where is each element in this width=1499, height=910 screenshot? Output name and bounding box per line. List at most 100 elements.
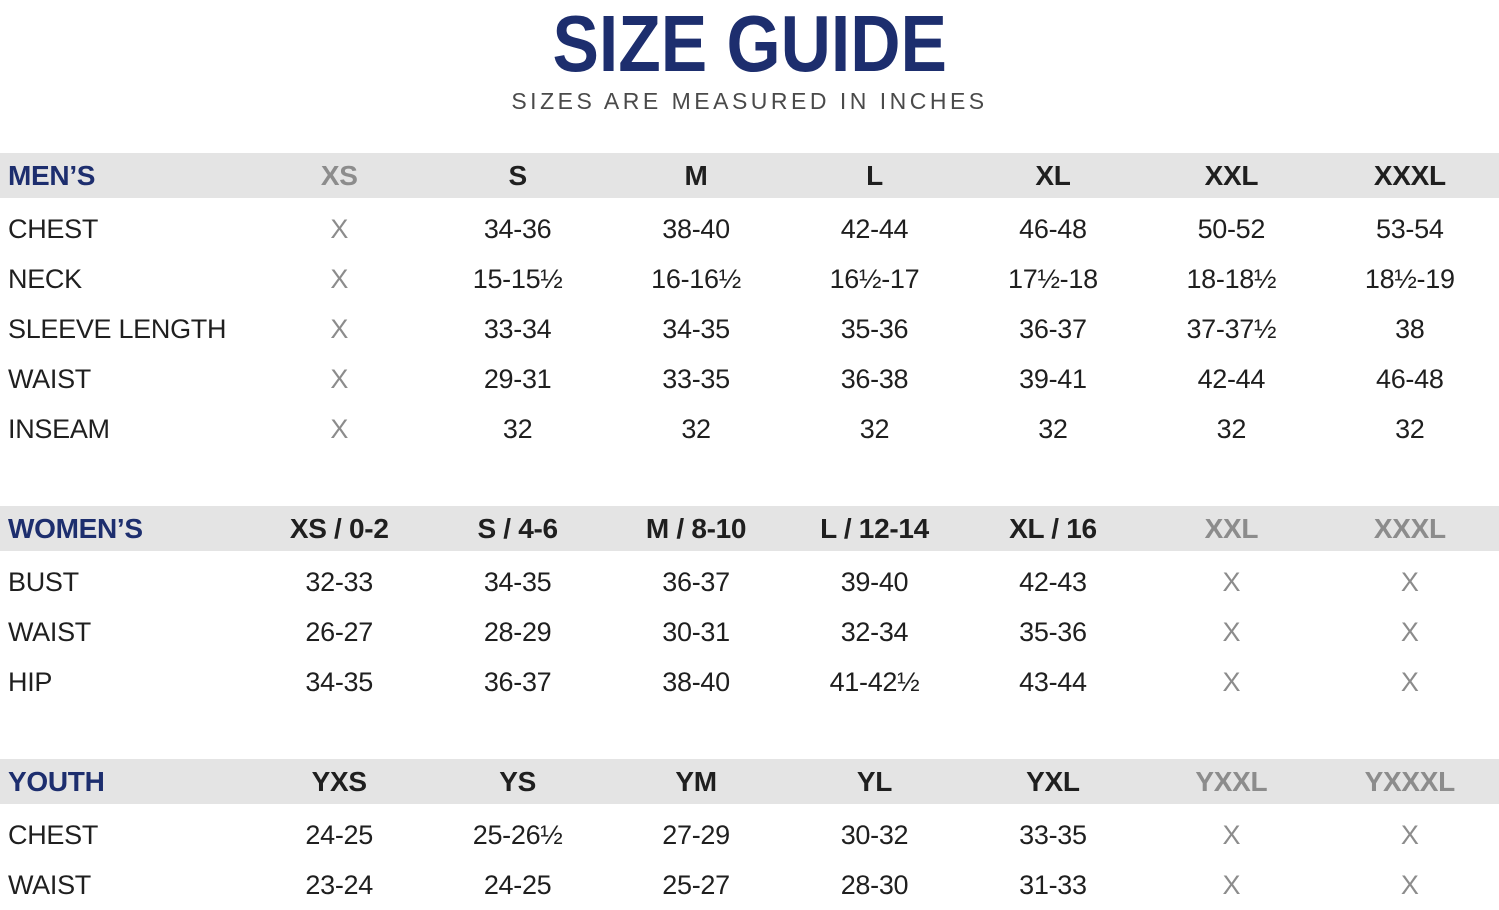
column-header: YL (856, 765, 893, 797)
page-header: SIZE GUIDE SIZES ARE MEASURED IN INCHES (0, 0, 1499, 115)
cell-value: X (330, 263, 349, 294)
cell-value: 33-35 (1019, 819, 1087, 850)
cell-value: 32 (1216, 413, 1247, 444)
row-label: BUST (8, 566, 79, 597)
column-header: YXXL (1195, 765, 1268, 797)
cell-value: 43-44 (1019, 666, 1087, 697)
cell-value: 16-16½ (651, 263, 741, 294)
section-title: YOUTH (8, 765, 105, 797)
column-header: XXXL (1373, 159, 1446, 191)
table-row: WAIST 26-27 28-29 30-31 32-34 35-36 X X (0, 607, 1499, 657)
cell-value: 32 (681, 413, 711, 444)
cell-value: 30-31 (662, 616, 730, 647)
cell-value: 36-37 (1019, 313, 1087, 344)
column-header: XS (320, 159, 358, 191)
cell-value: 32-34 (840, 616, 909, 647)
size-table-women-s: WOMEN’S XS / 0-2 S / 4-6 M / 8-10 L / 12-14 X… (0, 506, 1499, 707)
column-header: XXL (1204, 159, 1259, 191)
cell-value: 39-41 (1019, 363, 1087, 394)
column-header: S / 4-6 (477, 512, 558, 544)
table-row: NECK X 15-15½ 16-16½ 16½-17 17½-18 18-18½ 18½-1… (0, 254, 1499, 304)
cell-value: 32 (859, 413, 890, 444)
page-subtitle: SIZES ARE MEASURED IN INCHES (511, 88, 988, 114)
table-row: CHEST X 34-36 38-40 42-44 46-48 50-52 53-54 (0, 204, 1499, 254)
cell-value: 39-40 (840, 566, 909, 597)
table-header-row: WOMEN’S XS / 0-2 S / 4-6 M / 8-10 L / 12-14 X… (0, 506, 1499, 551)
cell-value: 37-37½ (1186, 313, 1277, 344)
cell-value: 15-15½ (472, 263, 563, 294)
section-title: MEN’S (8, 159, 96, 191)
column-header: YXXXL (1364, 765, 1456, 797)
row-label: WAIST (8, 363, 91, 394)
cell-value: 50-52 (1197, 213, 1266, 244)
cell-value: 46-48 (1376, 363, 1444, 394)
cell-value: 34-35 (483, 566, 552, 597)
cell-value: 28-29 (483, 616, 552, 647)
row-label: WAIST (8, 869, 91, 900)
cell-value: 32 (502, 413, 533, 444)
column-header: M (684, 159, 708, 191)
table-row: INSEAM X 32 32 32 32 32 32 (0, 404, 1499, 454)
column-header: XXXL (1373, 512, 1446, 544)
column-header: XL (1035, 159, 1071, 191)
cell-value: 27-29 (662, 819, 730, 850)
cell-value: 33-34 (483, 313, 552, 344)
row-label: INSEAM (8, 413, 110, 444)
size-tables: MEN’S XS S M L XL XXL XXXL CHEST X 34-36 38-40 42-44… (0, 153, 1499, 910)
cell-value: 36-37 (662, 566, 730, 597)
cell-value: X (330, 363, 349, 394)
column-header: L / 12-14 (820, 512, 929, 544)
cell-value: X (1400, 566, 1419, 597)
cell-value: 34-35 (305, 666, 373, 697)
cell-value: X (1400, 616, 1419, 647)
cell-value: 26-27 (305, 616, 373, 647)
cell-value: 31-33 (1019, 869, 1087, 900)
cell-value: 32 (1395, 413, 1425, 444)
cell-value: 42-44 (1197, 363, 1266, 394)
cell-value: X (1222, 869, 1241, 900)
row-label: SLEEVE LENGTH (8, 313, 227, 344)
cell-value: 34-35 (662, 313, 730, 344)
cell-value: X (1400, 819, 1419, 850)
cell-value: 42-44 (840, 213, 909, 244)
cell-value: 46-48 (1019, 213, 1087, 244)
column-header: XL / 16 (1009, 512, 1097, 544)
cell-value: 34-36 (483, 213, 552, 244)
table-row: HIP 34-35 36-37 38-40 41-42½ 43-44 X X (0, 657, 1499, 707)
cell-value: 24-25 (483, 869, 552, 900)
cell-value: 32-33 (305, 566, 373, 597)
cell-value: 35-36 (1019, 616, 1087, 647)
cell-value: 25-27 (662, 869, 730, 900)
cell-value: 17½-18 (1008, 263, 1098, 294)
cell-value: X (1400, 869, 1419, 900)
cell-value: X (1222, 616, 1241, 647)
cell-value: 38-40 (662, 213, 730, 244)
cell-value: 41-42½ (829, 666, 920, 697)
row-label: HIP (8, 666, 53, 697)
cell-value: X (330, 413, 349, 444)
cell-value: 38 (1395, 313, 1425, 344)
row-label: NECK (8, 263, 82, 294)
table-row: BUST 32-33 34-35 36-37 39-40 42-43 X X (0, 557, 1499, 607)
row-label: CHEST (8, 819, 99, 850)
cell-value: 16½-17 (829, 263, 920, 294)
cell-value: 25-26½ (472, 819, 563, 850)
cell-value: 28-30 (840, 869, 909, 900)
row-label: CHEST (8, 213, 99, 244)
table-row: WAIST 23-24 24-25 25-27 28-30 31-33 X X (0, 860, 1499, 910)
cell-value: X (1222, 566, 1241, 597)
cell-value: X (1222, 819, 1241, 850)
row-label: WAIST (8, 616, 91, 647)
cell-value: X (1222, 666, 1241, 697)
cell-value: 38-40 (662, 666, 730, 697)
size-table-youth: YOUTH YXS YS YM YL YXL YXXL YXXXL CHEST 24-25 25-2… (0, 759, 1499, 910)
column-header: L (866, 159, 883, 191)
cell-value: X (330, 313, 349, 344)
size-table-men-s: MEN’S XS S M L XL XXL XXXL CHEST X 34-36 38-40 42-44… (0, 153, 1499, 454)
column-header: XXL (1204, 512, 1259, 544)
cell-value: 35-36 (840, 313, 909, 344)
cell-value: 30-32 (840, 819, 909, 850)
cell-value: 36-37 (483, 666, 552, 697)
column-header: YXS (311, 765, 367, 797)
section-title: WOMEN’S (8, 512, 143, 544)
